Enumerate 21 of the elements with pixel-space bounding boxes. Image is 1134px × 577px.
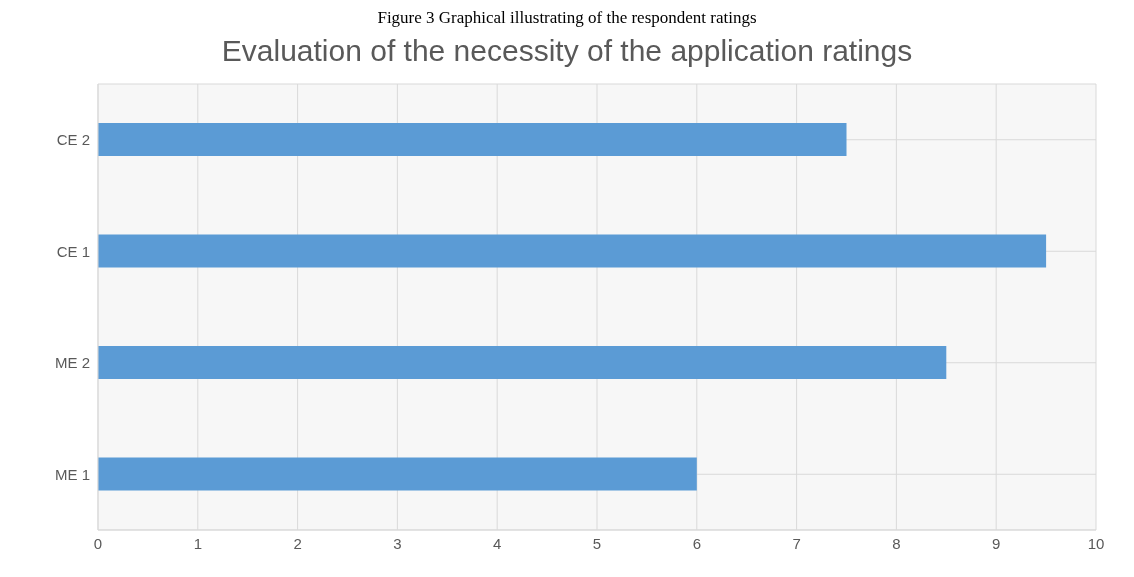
x-tick-label: 0 bbox=[93, 534, 103, 552]
x-tick-label: 9 bbox=[992, 534, 1001, 552]
chart-title: Evaluation of the necessity of the application ratings bbox=[220, 34, 914, 68]
y-tick-label: ME 1 bbox=[54, 465, 90, 483]
x-tick-label: 7 bbox=[792, 534, 801, 552]
bar bbox=[98, 346, 947, 380]
x-tick-label: 6 bbox=[692, 534, 701, 552]
bar bbox=[98, 457, 697, 491]
x-tick-label: 4 bbox=[493, 534, 502, 552]
y-tick-label: ME 2 bbox=[54, 354, 90, 372]
bar bbox=[98, 234, 1047, 268]
y-tick-label: CE 2 bbox=[56, 131, 90, 149]
x-tick-label: 1 bbox=[193, 534, 202, 552]
caption: Figure 3 Graphical illustrating of the respondent ratings bbox=[376, 8, 758, 29]
y-tick-label: CE 1 bbox=[56, 242, 90, 260]
x-tick-label: 10 bbox=[1087, 534, 1105, 552]
x-tick-label: 3 bbox=[393, 534, 402, 552]
x-tick-label: 5 bbox=[592, 534, 602, 552]
x-tick-label: 8 bbox=[892, 534, 901, 552]
x-tick-label: 2 bbox=[293, 534, 302, 552]
bar bbox=[98, 123, 847, 157]
